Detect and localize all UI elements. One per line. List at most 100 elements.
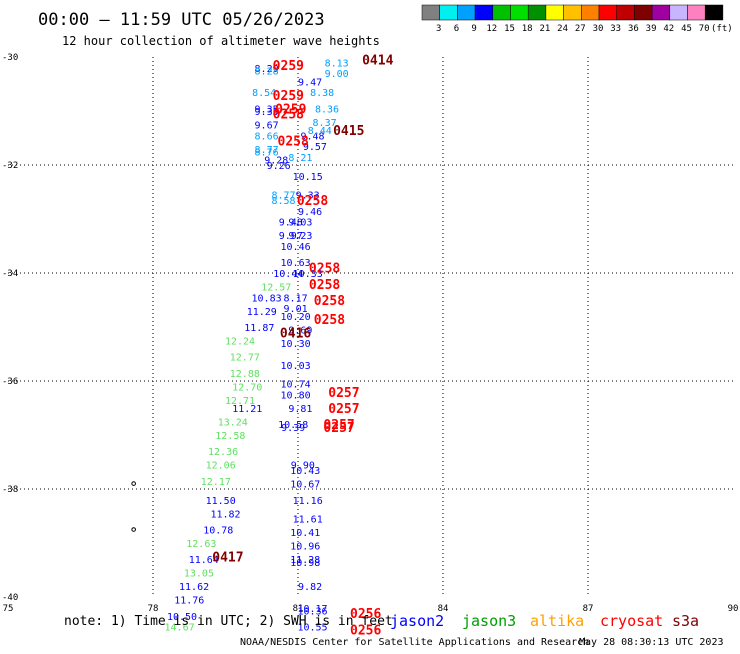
wave-height-label: 12.36 bbox=[208, 447, 238, 458]
wave-height-label: 10.74 bbox=[281, 380, 311, 391]
wave-height-label: 11.76 bbox=[174, 596, 204, 607]
wave-height-label: 9.69 bbox=[288, 326, 312, 337]
pass-time-label: 0259 bbox=[273, 59, 304, 74]
colorbar-swatch bbox=[510, 4, 529, 21]
wave-height-label: 9.46 bbox=[298, 207, 322, 218]
note-text: note: 1) Time is in UTC; 2) SWH is in fe… bbox=[64, 614, 393, 629]
wave-height-label: 9.00 bbox=[325, 69, 349, 80]
wave-height-label: 9.48 bbox=[279, 218, 303, 229]
pass-time-label: 0258 bbox=[314, 313, 345, 328]
x-tick-label: 87 bbox=[583, 604, 594, 614]
y-tick-label: -40 bbox=[2, 593, 18, 603]
point-marker bbox=[131, 527, 136, 532]
colorbar-label: 9 bbox=[471, 24, 476, 34]
wave-height-label: 9.97 bbox=[279, 231, 303, 242]
wave-height-label: 8.29 bbox=[255, 64, 279, 75]
wave-height-label: 8.28 bbox=[255, 67, 279, 78]
wave-height-label: 8.77 bbox=[255, 145, 279, 156]
wave-height-label: 10.83 bbox=[252, 293, 282, 304]
wave-height-label: 10.55 bbox=[297, 623, 327, 634]
wave-height-label: 10.58 bbox=[278, 420, 308, 431]
wave-height-label: 11.82 bbox=[210, 509, 240, 520]
colorbar-label: 15 bbox=[504, 24, 515, 34]
wave-height-label: 9.03 bbox=[288, 218, 312, 229]
footer-credit: NOAA/NESDIS Center for Satellite Applica… bbox=[240, 637, 589, 648]
colorbar-swatch bbox=[563, 4, 582, 21]
wave-height-label: 10.96 bbox=[290, 542, 320, 553]
colorbar-swatch bbox=[581, 4, 600, 21]
wave-height-label: 8.38 bbox=[310, 88, 334, 99]
pass-time-label: 0257 bbox=[323, 418, 354, 433]
wave-height-label: 10.15 bbox=[293, 172, 323, 183]
pass-time-label: 0258 bbox=[309, 262, 340, 277]
wave-height-label: 11.16 bbox=[293, 496, 323, 507]
colorbar: 3 6 9 12 15 18 21 24 27 30 33 36 39 42 45 70 (ft) bbox=[421, 4, 733, 34]
wave-height-label: 12.17 bbox=[201, 477, 231, 488]
pass-time-label: 0417 bbox=[212, 551, 243, 566]
chart-title: 00:00 – 11:59 UTC 05/26/2023 bbox=[38, 10, 325, 30]
wave-height-label: 10.98 bbox=[290, 558, 320, 569]
legend-entry: jason3 bbox=[462, 612, 516, 630]
pass-time-label: 0258 bbox=[297, 194, 328, 209]
wave-height-label: 13.24 bbox=[218, 418, 248, 429]
wave-height-label: 10.43 bbox=[290, 466, 320, 477]
x-tick-label: 84 bbox=[438, 604, 449, 614]
pass-time-label: 0259 bbox=[275, 102, 306, 117]
wave-height-label: 10.78 bbox=[203, 526, 233, 537]
colorbar-label: 21 bbox=[539, 24, 550, 34]
x-tick-label: 75 bbox=[3, 604, 14, 614]
wave-height-label: 12.88 bbox=[230, 369, 260, 380]
colorbar-label: 42 bbox=[663, 24, 674, 34]
footer-timestamp: May 28 08:30:13 UTC 2023 bbox=[579, 637, 724, 648]
y-tick-label: -32 bbox=[2, 161, 18, 171]
pass-time-label: 0257 bbox=[323, 421, 354, 436]
wave-height-label: 8.21 bbox=[288, 153, 312, 164]
wave-height-label: 11.29 bbox=[247, 307, 277, 318]
y-tick-label: -34 bbox=[2, 269, 18, 279]
wave-height-label: 12.57 bbox=[261, 283, 291, 294]
colorbar-label: 33 bbox=[610, 24, 621, 34]
colorbar-label: 6 bbox=[454, 24, 459, 34]
y-tick-label: -30 bbox=[2, 53, 18, 63]
wave-height-label: 9.35 bbox=[255, 107, 279, 118]
legend-entry: altika bbox=[530, 612, 584, 630]
wave-height-label: 12.77 bbox=[230, 353, 260, 364]
point-marker bbox=[131, 481, 136, 486]
colorbar-swatch bbox=[634, 4, 653, 21]
wave-height-label: 12.58 bbox=[215, 431, 245, 442]
pass-time-label: 0416 bbox=[280, 326, 311, 341]
colorbar-label: 30 bbox=[593, 24, 604, 34]
wave-height-label: 12.63 bbox=[186, 539, 216, 550]
wave-height-label: 10.33 bbox=[293, 269, 323, 280]
wave-height-label: 10.17 bbox=[297, 604, 327, 615]
wave-height-label: 8.13 bbox=[325, 58, 349, 69]
wave-height-label: 10.80 bbox=[281, 391, 311, 402]
wave-height-label: 8.36 bbox=[315, 104, 339, 115]
wave-height-label: 9.39 bbox=[281, 423, 305, 434]
colorbar-label: 27 bbox=[575, 24, 586, 34]
wave-height-label: 8.77 bbox=[271, 191, 295, 202]
pass-time-label: 0257 bbox=[328, 386, 359, 401]
x-tick-label: 81 bbox=[293, 604, 304, 614]
axis-ticks: 75 78 81 84 87 90 -30 -32 -34 -36 -38 -40 bbox=[2, 53, 738, 614]
colorbar-label: 36 bbox=[628, 24, 639, 34]
wave-height-label: 10.30 bbox=[281, 339, 311, 350]
colorbar-label: 70 bbox=[699, 24, 710, 34]
wave-height-label: 12.71 bbox=[225, 396, 255, 407]
colorbar-swatch bbox=[421, 4, 440, 21]
colorbar-swatch bbox=[616, 4, 635, 21]
wave-height-label: 12.70 bbox=[232, 382, 262, 393]
legend-entry: s3a bbox=[672, 612, 699, 630]
wave-height-label: 13.05 bbox=[184, 569, 214, 580]
wave-height-label: 10.36 bbox=[297, 607, 327, 618]
wave-height-label: 9.48 bbox=[300, 131, 324, 142]
wave-height-label: 9.81 bbox=[288, 404, 312, 415]
pass-time-label: 0258 bbox=[278, 135, 309, 150]
x-tick-label: 78 bbox=[148, 604, 159, 614]
wave-height-label: 10.20 bbox=[281, 312, 311, 323]
wave-height-label: 11.62 bbox=[179, 582, 209, 593]
pass-time-label: 0259 bbox=[273, 89, 304, 104]
pass-time-label: 0257 bbox=[328, 402, 359, 417]
colorbar-swatch bbox=[527, 4, 547, 21]
colorbar-swatch bbox=[669, 4, 688, 21]
